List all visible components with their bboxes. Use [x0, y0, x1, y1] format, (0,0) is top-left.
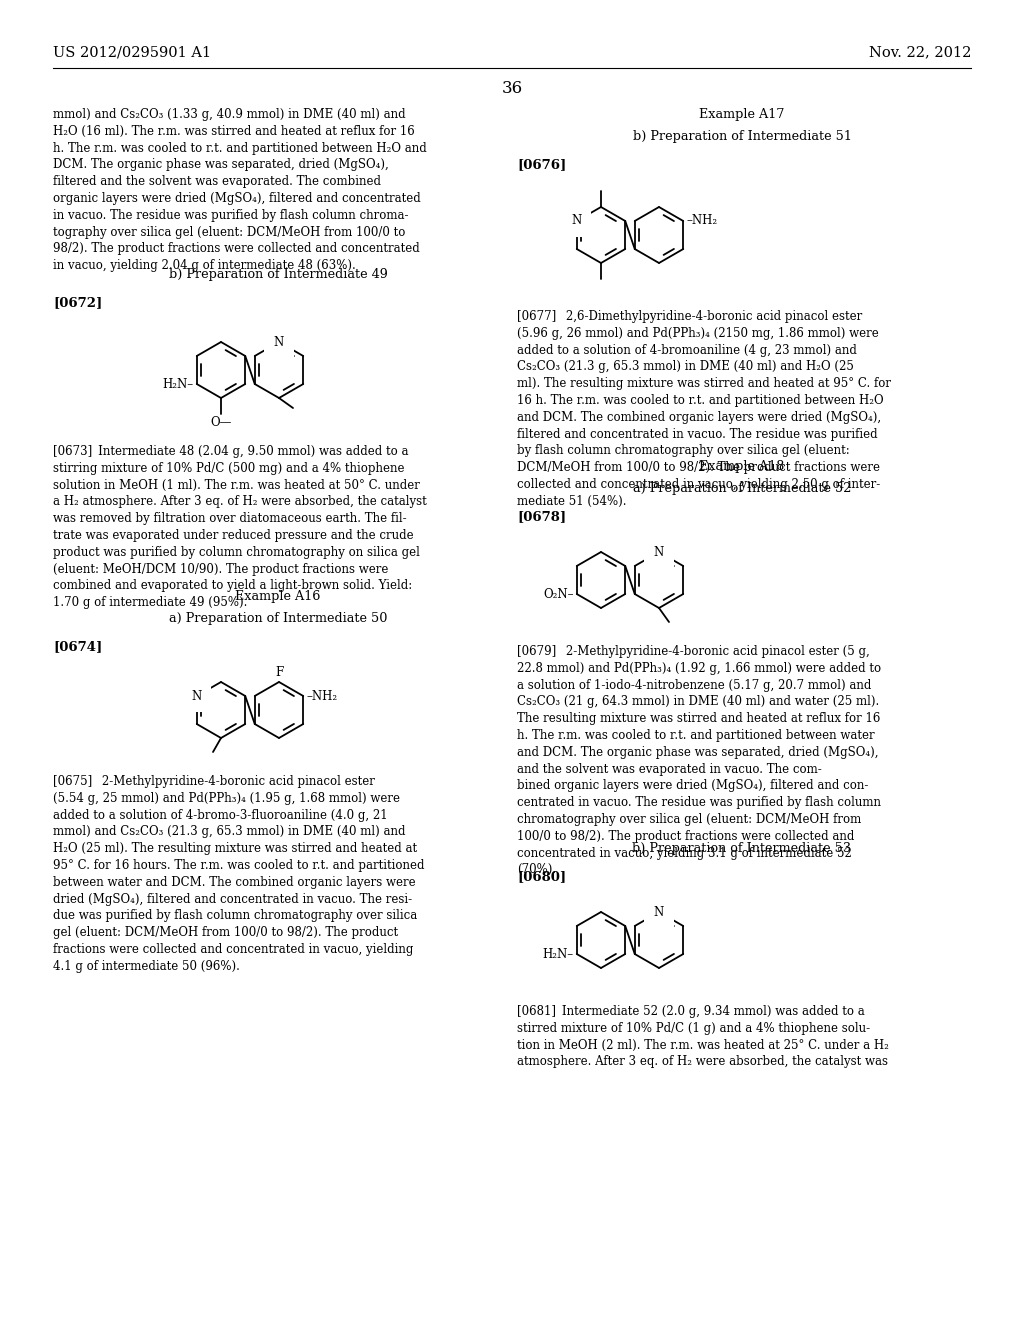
Text: US 2012/0295901 A1: US 2012/0295901 A1 [53, 45, 211, 59]
Text: [0675]  2-Methylpyridine-4-boronic acid pinacol ester
(5.54 g, 25 mmol) and Pd(P: [0675] 2-Methylpyridine-4-boronic acid p… [53, 775, 425, 973]
Text: N: N [654, 545, 665, 558]
Text: [0678]: [0678] [517, 510, 566, 523]
Text: a) Preparation of Intermediate 52: a) Preparation of Intermediate 52 [633, 482, 851, 495]
Text: [0677]  2,6-Dimethylpyridine-4-boronic acid pinacol ester
(5.96 g, 26 mmol) and : [0677] 2,6-Dimethylpyridine-4-boronic ac… [517, 310, 891, 508]
Text: H₂N–: H₂N– [543, 948, 573, 961]
Text: [0679]  2-Methylpyridine-4-boronic acid pinacol ester (5 g,
22.8 mmol) and Pd(PP: [0679] 2-Methylpyridine-4-boronic acid p… [517, 645, 881, 876]
Text: [0676]: [0676] [517, 158, 566, 172]
Text: F: F [274, 667, 283, 678]
Text: Nov. 22, 2012: Nov. 22, 2012 [868, 45, 971, 59]
Text: b) Preparation of Intermediate 53: b) Preparation of Intermediate 53 [633, 842, 852, 855]
Text: O—: O— [210, 416, 231, 429]
Text: 36: 36 [502, 81, 522, 96]
Text: [0674]: [0674] [53, 640, 102, 653]
Text: –NH₂: –NH₂ [306, 689, 337, 702]
Text: N: N [654, 906, 665, 919]
Text: H₂N–: H₂N– [163, 378, 194, 391]
Text: b) Preparation of Intermediate 51: b) Preparation of Intermediate 51 [633, 129, 851, 143]
Text: N: N [191, 689, 202, 702]
Text: N: N [571, 214, 582, 227]
Text: Example A16: Example A16 [236, 590, 321, 603]
Text: N: N [273, 335, 284, 348]
Text: [0673] Intermediate 48 (2.04 g, 9.50 mmol) was added to a
stirring mixture of 10: [0673] Intermediate 48 (2.04 g, 9.50 mmo… [53, 445, 427, 610]
Text: Example A17: Example A17 [699, 108, 784, 121]
Text: O₂N–: O₂N– [544, 587, 573, 601]
Text: [0672]: [0672] [53, 296, 102, 309]
Text: [0680]: [0680] [517, 870, 566, 883]
Text: Example A18: Example A18 [699, 459, 784, 473]
Text: mmol) and Cs₂CO₃ (1.33 g, 40.9 mmol) in DME (40 ml) and
H₂O (16 ml). The r.m. wa: mmol) and Cs₂CO₃ (1.33 g, 40.9 mmol) in … [53, 108, 427, 272]
Text: –NH₂: –NH₂ [686, 214, 718, 227]
Text: [0681] Intermediate 52 (2.0 g, 9.34 mmol) was added to a
stirred mixture of 10% : [0681] Intermediate 52 (2.0 g, 9.34 mmol… [517, 1005, 889, 1068]
Text: a) Preparation of Intermediate 50: a) Preparation of Intermediate 50 [169, 612, 387, 624]
Text: b) Preparation of Intermediate 49: b) Preparation of Intermediate 49 [169, 268, 387, 281]
